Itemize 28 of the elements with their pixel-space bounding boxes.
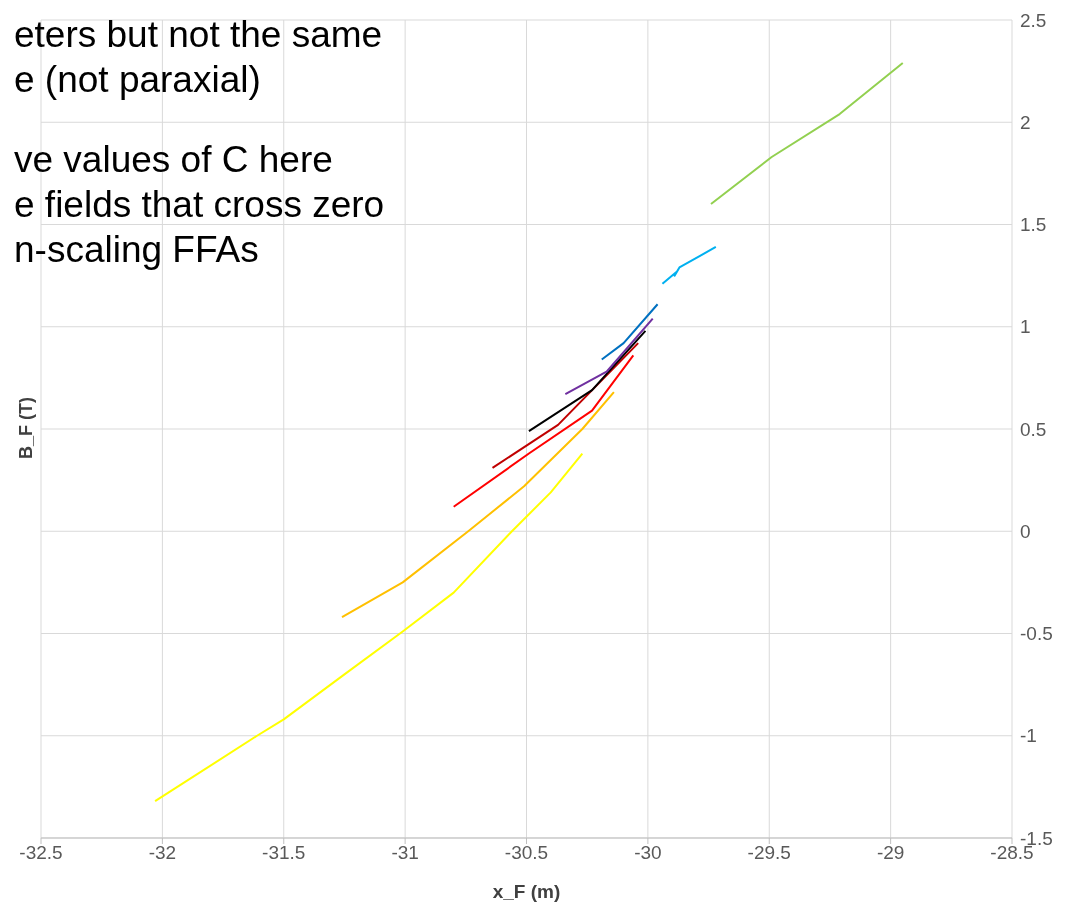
y-tick-label: 0 xyxy=(1020,520,1031,542)
line-series xyxy=(154,452,584,803)
line-series xyxy=(661,246,717,285)
x-tick-label: -30.5 xyxy=(504,842,549,864)
y-tick-label: 0.5 xyxy=(1020,418,1047,440)
annotation: ve values of C here xyxy=(14,138,334,182)
line-series xyxy=(452,354,635,508)
x-tick-label: -29 xyxy=(876,842,905,864)
x-tick-label: -31 xyxy=(391,842,419,864)
x-tick-label: -30 xyxy=(634,842,662,864)
annotation: e fields that cross zero xyxy=(14,183,385,227)
annotation: eters but not the same xyxy=(14,13,384,57)
x-tick-label: -29.5 xyxy=(747,842,791,864)
line-series xyxy=(709,61,904,206)
line-series xyxy=(341,391,615,619)
annotation: n-scaling FFAs xyxy=(14,228,260,272)
annotation: e (not paraxial) xyxy=(14,58,262,102)
y-axis-title: B_F (T) xyxy=(15,397,37,459)
y-tick-label: 1 xyxy=(1020,316,1031,338)
y-tick-label: 2.5 xyxy=(1020,9,1047,31)
x-tick-label: -32 xyxy=(148,842,177,864)
x-axis-title: x_F (m) xyxy=(492,881,561,902)
x-tick-label: -31.5 xyxy=(262,842,306,864)
y-tick-label: 1.5 xyxy=(1020,214,1047,236)
y-tick-label: -0.5 xyxy=(1020,623,1053,645)
y-tick-label: 2 xyxy=(1020,112,1031,133)
x-tick-label: -32.5 xyxy=(19,842,63,864)
y-tick-label: -1 xyxy=(1020,725,1037,747)
